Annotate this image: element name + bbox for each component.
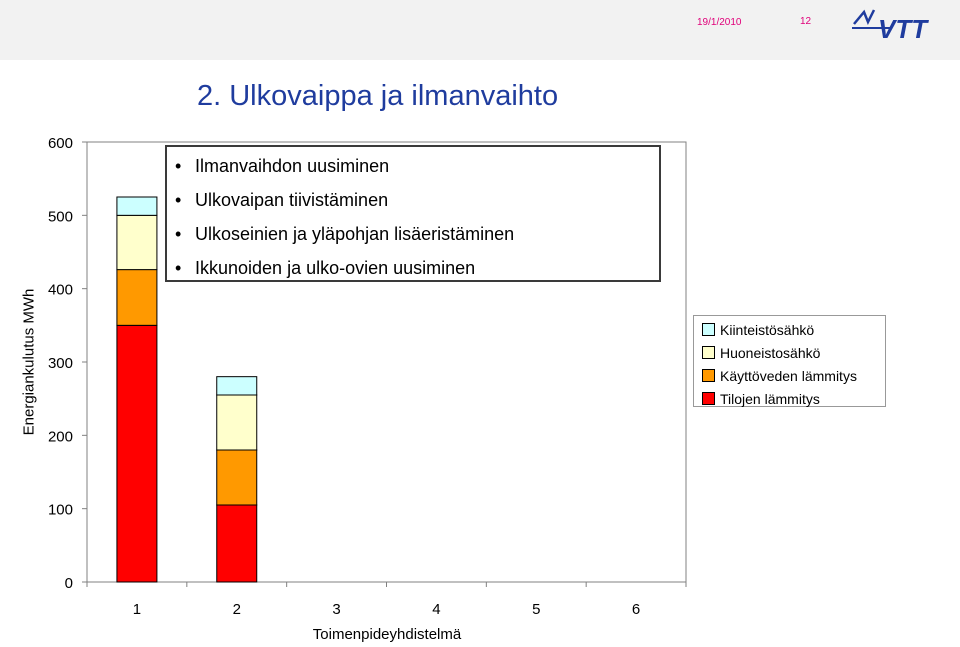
x-tick-label: 5: [532, 601, 540, 618]
bar-segment: [216, 376, 258, 396]
bar-segment: [116, 324, 158, 583]
bullet-item: Ulkoseinien ja yläpohjan lisäeristäminen: [167, 217, 659, 251]
y-axis-label: Energiankulutus MWh: [20, 288, 38, 436]
legend-swatch: [702, 392, 715, 405]
legend-swatch: [702, 346, 715, 359]
chart-legend: Kiinteistösähkö Huoneistosähkö Käyttöved…: [693, 315, 886, 407]
y-tick-label: 600: [48, 135, 73, 152]
legend-item: Huoneistosähkö: [694, 341, 885, 364]
legend-item: Kiinteistösähkö: [694, 318, 885, 341]
slide-title: 2. Ulkovaippa ja ilmanvaihto: [197, 80, 559, 112]
x-tick-label: 4: [432, 601, 440, 618]
page-number: 12: [800, 16, 812, 27]
logo-text: VTT: [878, 14, 929, 42]
legend-label: Kiinteistösähkö: [720, 321, 815, 338]
legend-label: Käyttöveden lämmitys: [720, 367, 857, 384]
header-bar: [0, 0, 960, 60]
y-tick-label: 200: [48, 428, 73, 445]
measures-text-box: Ilmanvaihdon uusiminen Ulkovaipan tiivis…: [165, 145, 661, 285]
bullet-item: Ulkovaipan tiivistäminen: [167, 183, 659, 217]
bar-segment: [216, 394, 258, 451]
y-tick-label: 100: [48, 502, 73, 519]
x-tick-label: 6: [632, 601, 640, 618]
legend-label: Tilojen lämmitys: [720, 390, 820, 407]
header-date: 19/1/2010: [697, 17, 742, 28]
legend-swatch: [702, 369, 715, 382]
bar-segment: [216, 449, 258, 506]
legend-swatch: [702, 323, 715, 336]
y-tick-label: 300: [48, 355, 73, 372]
vtt-logo-icon: VTT: [852, 9, 929, 42]
x-tick-label: 1: [133, 601, 141, 618]
bullet-item: Ilmanvaihdon uusiminen: [167, 149, 659, 183]
x-tick-label: 2: [233, 601, 241, 618]
y-tick-label: 0: [65, 575, 73, 592]
bar-segment: [116, 269, 158, 326]
x-axis-label: Toimenpideyhdistelmä: [312, 626, 462, 643]
bar-segment: [216, 504, 258, 583]
bullet-item: Ikkunoiden ja ulko-ovien uusiminen: [167, 251, 659, 285]
y-tick-label: 400: [48, 282, 73, 299]
bar-segment: [116, 196, 158, 216]
legend-item: Tilojen lämmitys: [694, 387, 885, 410]
legend-item: Käyttöveden lämmitys: [694, 364, 885, 387]
legend-label: Huoneistosähkö: [720, 344, 821, 361]
y-tick-label: 500: [48, 208, 73, 225]
bar-segment: [116, 214, 158, 271]
x-tick-label: 3: [332, 601, 340, 618]
